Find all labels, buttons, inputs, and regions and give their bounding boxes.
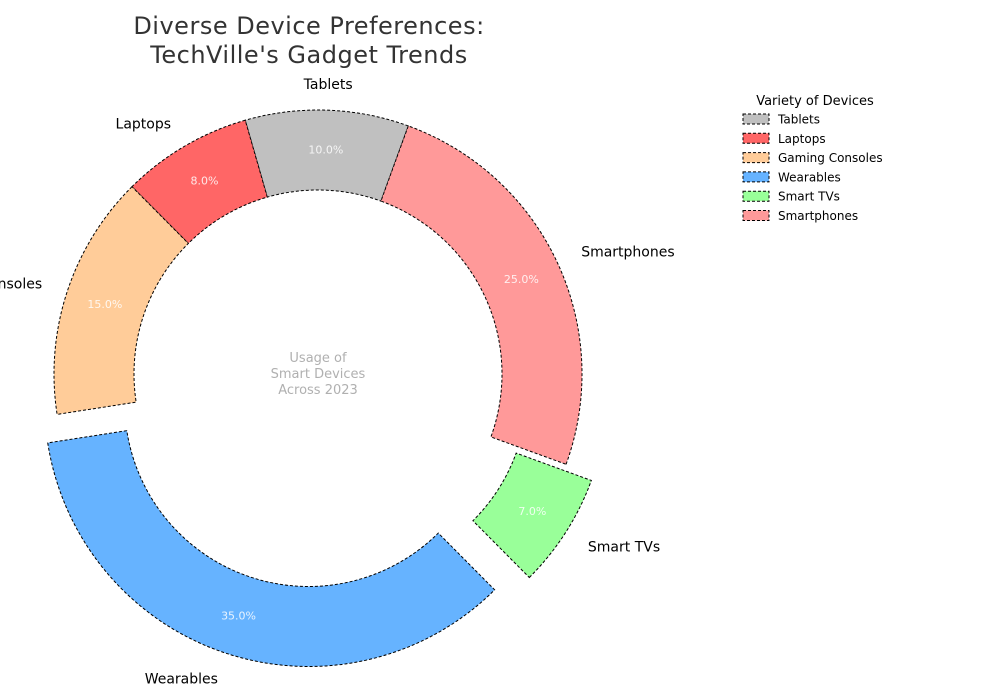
center-text-line-1: Usage of bbox=[289, 351, 347, 366]
slice-wearables bbox=[47, 430, 496, 667]
slice-gaming-consoles bbox=[53, 185, 190, 415]
donut-slices bbox=[47, 109, 592, 667]
chart-title-line-1: Diverse Device Preferences: bbox=[133, 12, 484, 40]
pct-label-smart-tvs: 7.0% bbox=[518, 505, 546, 518]
slice-label-gaming-consoles: Gaming Consoles bbox=[0, 276, 42, 292]
slice-label-wearables: Wearables bbox=[145, 671, 218, 687]
slice-labels: Tablets Laptops Gaming Consoles Wearables Sm… bbox=[0, 77, 675, 688]
legend-swatch-laptops bbox=[742, 132, 770, 144]
slice-smart-tvs bbox=[472, 452, 592, 579]
legend-label-gaming-consoles: Gaming Consoles bbox=[778, 151, 883, 165]
slice-label-laptops: Laptops bbox=[116, 117, 172, 133]
legend-label-laptops: Laptops bbox=[778, 132, 826, 146]
slice-label-tablets: Tablets bbox=[303, 77, 353, 93]
legend-swatch-tablets bbox=[742, 113, 770, 125]
legend-label-smart-tvs: Smart TVs bbox=[778, 190, 840, 204]
chart-title-line-2: TechVille's Gadget Trends bbox=[149, 41, 467, 69]
legend-title: Variety of Devices bbox=[756, 94, 874, 109]
center-text-line-3: Across 2023 bbox=[278, 383, 358, 398]
legend-swatch-wearables bbox=[742, 171, 770, 183]
pct-label-wearables: 35.0% bbox=[221, 610, 256, 623]
legend-swatch-smartphones bbox=[742, 210, 770, 221]
percentage-labels: 10.0% 8.0% 15.0% 35.0% 7.0% 25.0% bbox=[87, 144, 546, 623]
center-text-line-2: Smart Devices bbox=[271, 367, 366, 382]
legend-label-tablets: Tablets bbox=[777, 113, 820, 127]
slice-label-smartphones: Smartphones bbox=[581, 244, 674, 260]
legend-label-smartphones: Smartphones bbox=[778, 209, 858, 223]
legend-label-wearables: Wearables bbox=[778, 170, 841, 184]
legend: Variety of Devices Tablets Laptops Gaming C… bbox=[742, 94, 883, 223]
slice-smartphones bbox=[380, 125, 583, 465]
pct-label-smartphones: 25.0% bbox=[504, 273, 539, 286]
pct-label-gaming-consoles: 15.0% bbox=[87, 298, 122, 311]
pct-label-tablets: 10.0% bbox=[308, 144, 343, 157]
slice-label-smart-tvs: Smart TVs bbox=[588, 540, 660, 556]
legend-swatch-smart-tvs bbox=[742, 190, 770, 202]
chart-title: Diverse Device Preferences:TechVille's G… bbox=[133, 12, 484, 69]
legend-swatch-gaming-consoles bbox=[742, 152, 770, 164]
pct-label-laptops: 8.0% bbox=[190, 174, 218, 187]
